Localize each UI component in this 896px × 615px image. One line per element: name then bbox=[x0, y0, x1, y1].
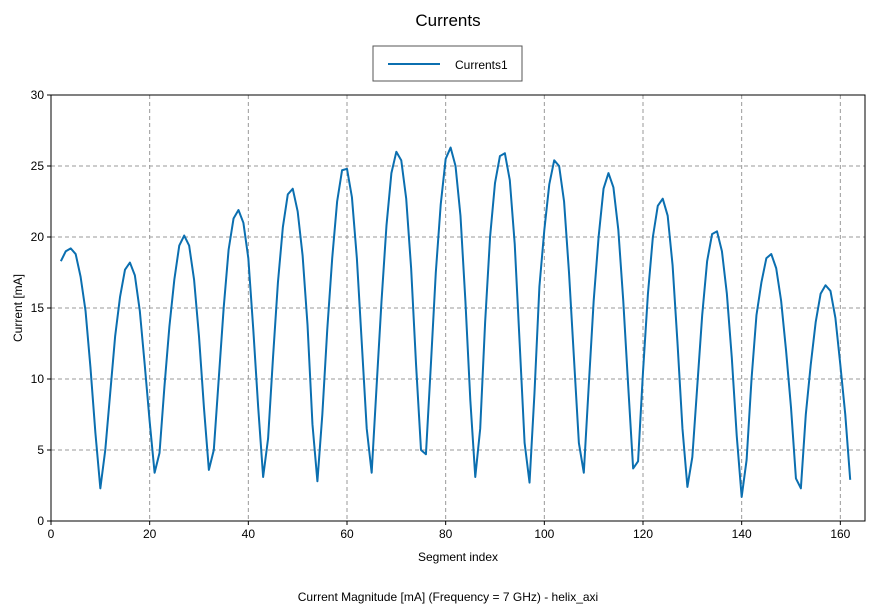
x-tick-label: 20 bbox=[143, 527, 157, 541]
legend-label-currents1: Currents1 bbox=[455, 58, 508, 72]
chart-title: Currents bbox=[415, 11, 480, 30]
series-line-currents1 bbox=[59, 146, 852, 498]
legend: Currents1 bbox=[372, 45, 523, 82]
y-axis-label: Current [mA] bbox=[11, 274, 25, 342]
y-tick-label: 25 bbox=[31, 159, 45, 173]
y-tick-label: 20 bbox=[31, 230, 45, 244]
chart-caption: Current Magnitude [mA] (Frequency = 7 GH… bbox=[298, 590, 598, 604]
y-tick-label: 15 bbox=[31, 301, 45, 315]
x-axis-label: Segment index bbox=[418, 550, 498, 564]
x-tick-label: 60 bbox=[340, 527, 354, 541]
x-tick-label: 160 bbox=[830, 527, 850, 541]
series-layer bbox=[59, 146, 852, 498]
y-tick-label: 0 bbox=[37, 514, 44, 528]
x-tick-label: 120 bbox=[633, 527, 653, 541]
x-tick-label: 0 bbox=[48, 527, 55, 541]
y-tick-label: 10 bbox=[31, 372, 45, 386]
x-tick-label: 140 bbox=[732, 527, 752, 541]
y-tick-label: 30 bbox=[31, 88, 45, 102]
grid bbox=[51, 95, 865, 521]
x-tick-label: 40 bbox=[242, 527, 256, 541]
x-tick-label: 80 bbox=[439, 527, 453, 541]
axis-ticks: 0 20 40 60 80 100 120 140 160 0 5 10 15 20 25 30 bbox=[31, 88, 851, 541]
y-tick-label: 5 bbox=[37, 443, 44, 457]
x-tick-label: 100 bbox=[534, 527, 554, 541]
